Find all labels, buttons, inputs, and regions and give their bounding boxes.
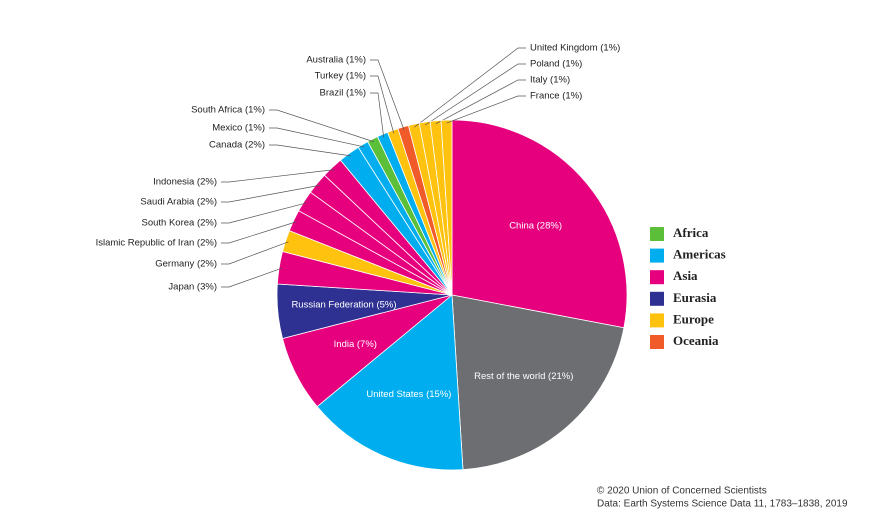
leader-line [269,109,375,143]
leader-line [221,241,289,265]
slice-label: Russian Federation (5%) [291,300,396,311]
leader-line [221,267,283,288]
slice-label: Poland (1%) [530,59,582,70]
legend-label: Asia [673,268,698,283]
slice-label: United States (15%) [366,389,451,400]
leader-line [435,79,526,125]
legend-swatch [650,248,664,263]
slice-label: Germany (2%) [155,259,217,270]
slice-label: Brazil (1%) [320,88,366,99]
leader-line [221,221,297,244]
leader-line [446,95,526,124]
pie-slice [451,119,628,329]
slice-label: Australia (1%) [306,55,366,66]
leader-line [221,169,335,183]
slice-label: China (28%) [509,220,562,231]
slice-label: Rest of the world (21%) [474,371,573,382]
slice-label: South Africa (1%) [191,105,265,116]
legend-label: Eurasia [673,290,717,305]
leader-line [370,75,395,134]
legend-label: Oceania [673,333,719,348]
legend-label: Africa [673,225,709,240]
leader-line [221,185,320,203]
slice-label: South Korea (2%) [141,218,217,229]
slice-label: Islamic Republic of Iran (2%) [96,238,217,249]
leader-line [370,59,405,130]
slice-label: Canada (2%) [209,140,265,151]
legend-swatch [650,291,664,306]
legend-swatch [650,227,664,241]
legend-swatch [650,313,664,328]
slice-label: Indonesia (2%) [153,177,217,188]
legend-label: Europe [673,311,714,326]
leader-line [424,63,526,126]
slice-label: Saudi Arabia (2%) [140,197,217,208]
legend-label: Americas [673,247,726,262]
slice-label: India (7%) [334,339,377,350]
pie-slice [440,119,453,296]
leader-line [269,127,365,148]
leader-line [221,202,307,224]
slice-label: Mexico (1%) [212,123,265,134]
leader-line [370,92,385,138]
legend-swatch [650,270,664,285]
slice-label: United Kingdom (1%) [530,43,620,54]
slice-label: Turkey (1%) [315,71,366,82]
pie-slice [316,294,464,471]
footer-line: © 2020 Union of Concerned Scientists [597,486,767,497]
footer-line: Data: Earth Systems Science Data 11, 178… [597,499,848,510]
slice-label: France (1%) [530,91,582,102]
legend-swatch [650,335,664,349]
slice-label: Japan (3%) [168,282,217,293]
leader-line [414,47,526,128]
slice-label: Italy (1%) [530,75,570,86]
pie-slice [451,294,625,471]
leader-line [269,144,351,157]
